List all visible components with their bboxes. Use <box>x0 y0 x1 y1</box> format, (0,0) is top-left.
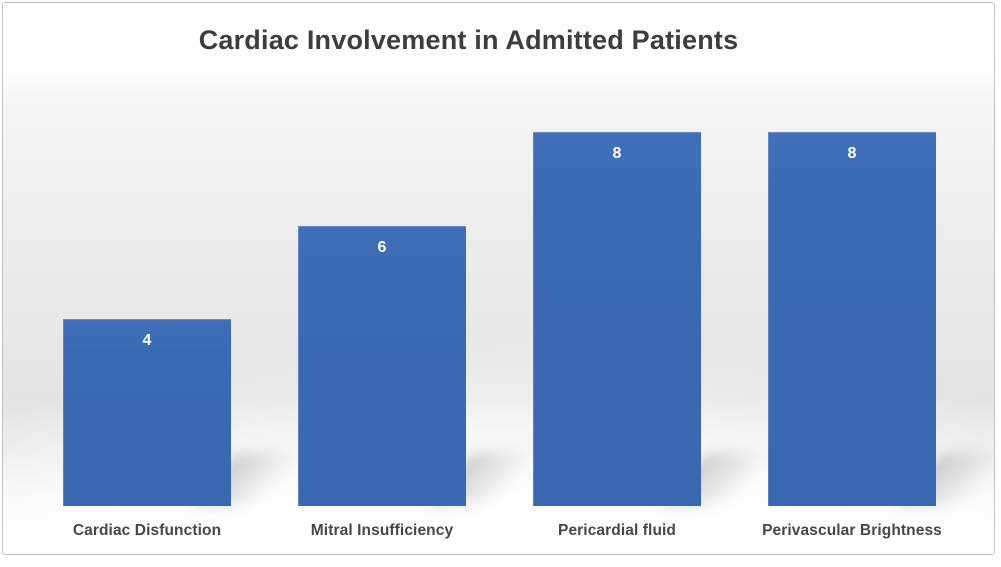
category-label: Mitral Insufficiency <box>310 522 454 539</box>
category-label: Pericardial fluid <box>558 522 676 539</box>
bar-value-label: 4 <box>142 332 152 349</box>
bar-value-label: 8 <box>612 145 622 162</box>
bar: 4 <box>63 319 231 506</box>
chart-title: Cardiac Involvement in Admitted Patients <box>198 25 739 55</box>
bar-value-label: 6 <box>377 238 387 256</box>
category-label: Perivascular Brightness <box>762 522 942 539</box>
bar-value-label: 8 <box>847 145 857 162</box>
category-label: Cardiac Disfunction <box>72 522 222 539</box>
bar: 8 <box>768 132 936 506</box>
bar: 8 <box>533 132 701 506</box>
bar: 6 <box>298 225 466 506</box>
chart-frame: Cardiac Involvement in Admitted Patients… <box>2 2 995 555</box>
plot-area: 4 Cardiac Disfunction 6 Mitral Insufficienc… <box>3 3 994 554</box>
